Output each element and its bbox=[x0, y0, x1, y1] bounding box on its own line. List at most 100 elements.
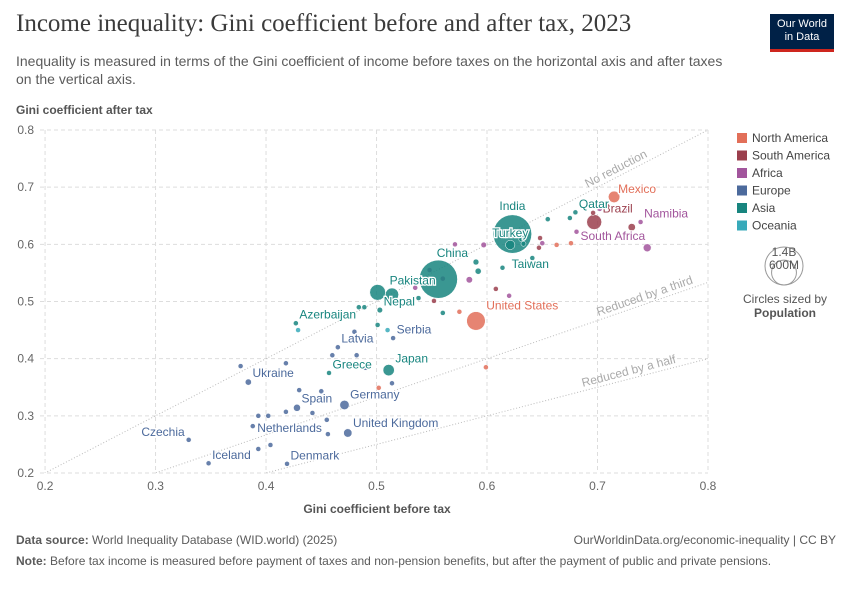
reference-label: Reduced by a third bbox=[595, 273, 695, 319]
point bbox=[537, 235, 543, 241]
logo[interactable]: Our World in Data bbox=[770, 14, 834, 52]
point bbox=[520, 241, 527, 247]
legend-label: South America bbox=[752, 149, 830, 163]
size-legend-circle bbox=[771, 259, 797, 286]
point-label: Brazil bbox=[603, 202, 633, 216]
point bbox=[572, 209, 579, 216]
point bbox=[353, 352, 360, 358]
point-label: Germany bbox=[350, 387, 399, 401]
logo-line: in Data bbox=[784, 31, 820, 43]
point bbox=[472, 258, 480, 266]
point bbox=[351, 329, 358, 335]
point bbox=[553, 242, 560, 248]
point bbox=[325, 431, 331, 437]
point-label: Mexico bbox=[618, 182, 656, 196]
point bbox=[385, 287, 399, 302]
point-label: Turkey bbox=[492, 226, 528, 240]
point bbox=[483, 364, 489, 370]
x-tick-label: 0.3 bbox=[147, 479, 164, 493]
reference-line bbox=[153, 281, 708, 473]
point-label: Spain bbox=[301, 391, 332, 405]
point-label: Serbia bbox=[397, 323, 432, 337]
legend-swatch bbox=[737, 185, 747, 196]
y-tick-label: 0.5 bbox=[17, 295, 34, 309]
footer-note: Note: Before tax income is measured befo… bbox=[16, 554, 796, 568]
reference-line bbox=[264, 358, 708, 473]
x-tick-label: 0.5 bbox=[368, 479, 385, 493]
point-label: Namibia bbox=[644, 207, 688, 221]
point bbox=[284, 461, 290, 467]
point bbox=[412, 285, 418, 291]
point bbox=[362, 365, 369, 371]
point bbox=[245, 378, 252, 386]
point-label: Japan bbox=[395, 351, 428, 365]
point bbox=[465, 276, 473, 284]
point bbox=[283, 409, 289, 415]
reference-line bbox=[43, 130, 708, 473]
point bbox=[205, 460, 212, 467]
url[interactable]: OurWorldinData.org/economic-inequality |… bbox=[573, 533, 836, 547]
point bbox=[499, 265, 506, 271]
point bbox=[419, 259, 458, 299]
point bbox=[586, 214, 602, 230]
legend-label: Europe bbox=[752, 184, 791, 198]
point bbox=[324, 417, 330, 423]
point bbox=[623, 207, 629, 213]
point bbox=[431, 298, 437, 304]
point bbox=[295, 327, 301, 333]
point bbox=[505, 239, 516, 250]
x-tick-label: 0.4 bbox=[258, 479, 275, 493]
x-axis-title: Gini coefficient before tax bbox=[303, 502, 451, 516]
point bbox=[318, 388, 325, 395]
point-label: Pakistan bbox=[390, 273, 436, 287]
y-tick-label: 0.7 bbox=[17, 180, 34, 194]
point-label: Nepal bbox=[384, 294, 415, 308]
point bbox=[529, 255, 536, 261]
source[interactable]: World Inequality Database (WID.world) (2… bbox=[92, 533, 338, 547]
y-tick-label: 0.8 bbox=[17, 123, 34, 137]
point bbox=[518, 236, 525, 242]
y-tick-label: 0.4 bbox=[17, 352, 34, 366]
point bbox=[452, 241, 458, 248]
point bbox=[545, 216, 551, 222]
point-label: Greece bbox=[333, 357, 373, 371]
point-label: China bbox=[437, 246, 469, 260]
legend-swatch bbox=[737, 203, 747, 213]
point bbox=[466, 311, 486, 331]
point bbox=[596, 206, 603, 212]
point bbox=[415, 295, 422, 301]
point-label: United States bbox=[486, 299, 558, 313]
legend-label: Oceania bbox=[752, 219, 797, 233]
point bbox=[440, 310, 446, 316]
legend-label: Asia bbox=[752, 201, 776, 215]
size-legend-title: Circles sized by bbox=[743, 292, 827, 306]
point bbox=[335, 344, 341, 350]
y-tick-label: 0.3 bbox=[17, 409, 34, 423]
y-tick-label: 0.6 bbox=[17, 237, 34, 251]
point bbox=[283, 360, 289, 366]
footer-source: Data source: World Inequality Database (… bbox=[16, 533, 836, 547]
reference-label: Reduced by a half bbox=[580, 352, 678, 390]
point-label: Latvia bbox=[341, 332, 373, 346]
point bbox=[374, 322, 381, 328]
point-label: India bbox=[499, 199, 525, 213]
point bbox=[389, 380, 395, 386]
point bbox=[255, 446, 262, 452]
plot-area bbox=[43, 130, 708, 473]
point bbox=[326, 370, 332, 376]
legend-swatch bbox=[737, 168, 747, 178]
legend-swatch bbox=[737, 220, 747, 231]
point bbox=[390, 335, 396, 341]
point bbox=[339, 400, 350, 410]
x-tick-label: 0.6 bbox=[479, 479, 496, 493]
point bbox=[293, 404, 301, 412]
point bbox=[627, 223, 636, 232]
x-tick-label: 0.7 bbox=[589, 479, 606, 493]
point bbox=[384, 327, 391, 333]
point-label: United Kingdom bbox=[353, 416, 438, 430]
point bbox=[456, 309, 463, 315]
title: Income inequality: Gini coefficient befo… bbox=[16, 10, 632, 37]
point bbox=[356, 304, 362, 310]
point bbox=[250, 423, 256, 429]
